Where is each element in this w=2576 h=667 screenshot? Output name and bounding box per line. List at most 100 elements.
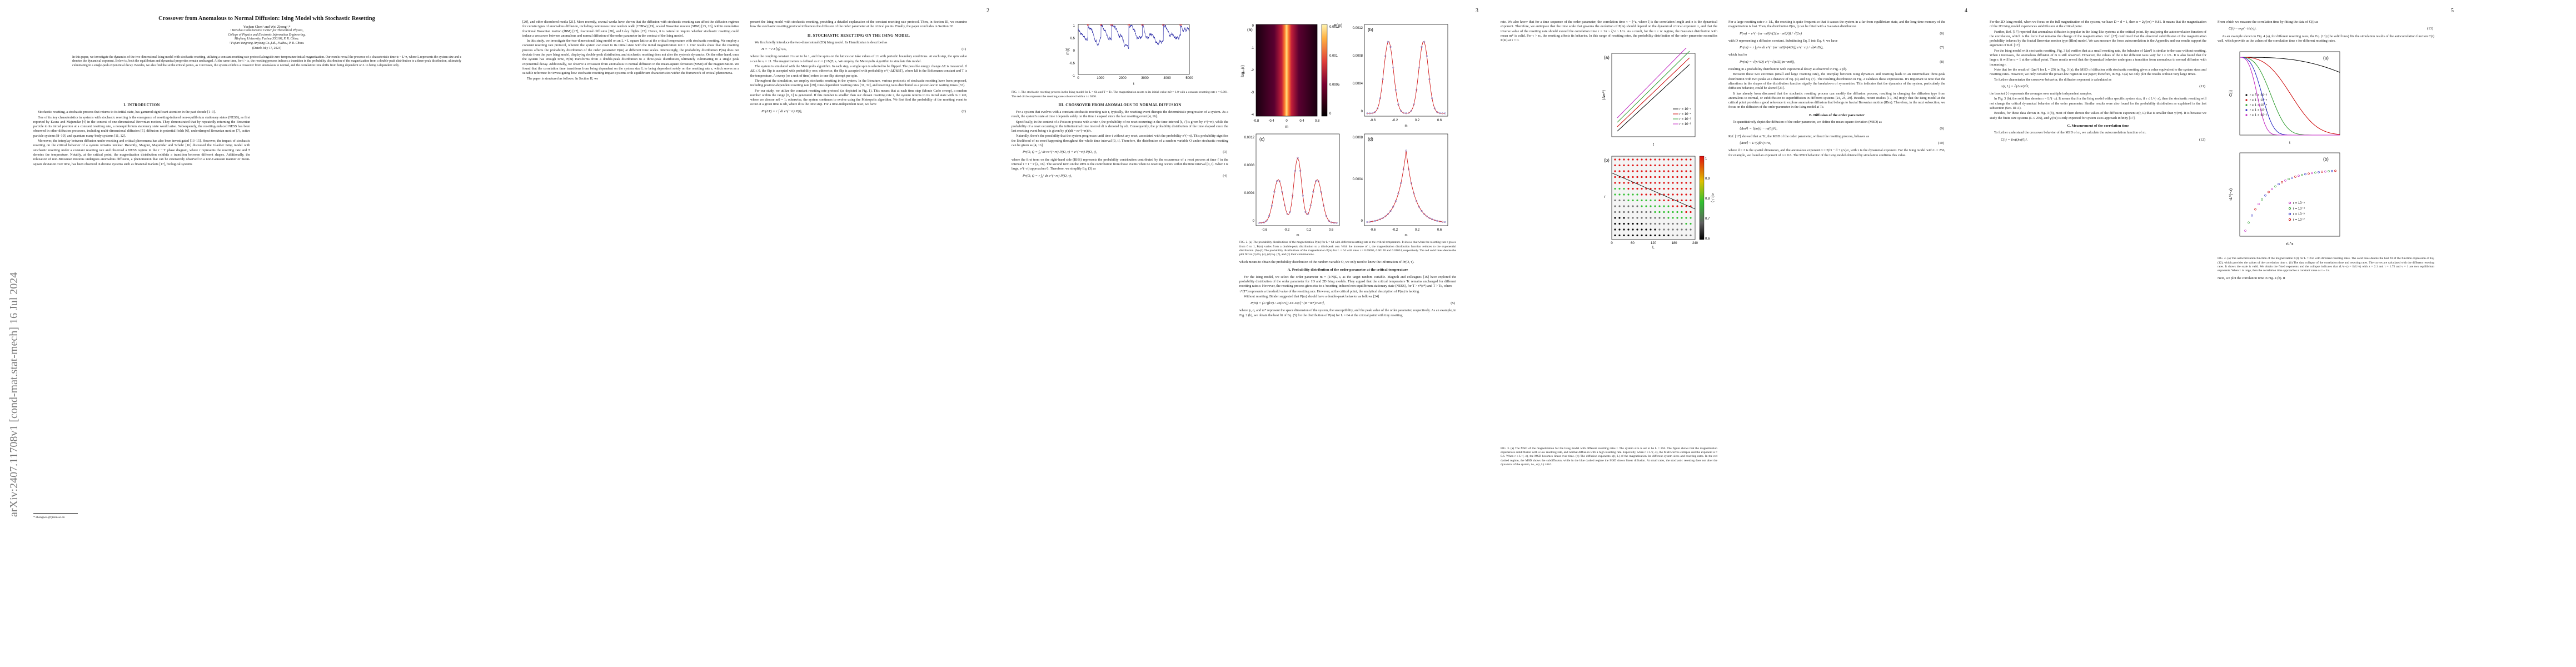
footnote: * zhongwei@fjirsm.ac.cn [33,516,65,519]
alpha-data-point [1685,228,1687,231]
alpha-data-point [1654,170,1656,173]
data-point [1276,180,1278,182]
data-point [1413,103,1415,106]
alpha-data-point [1663,193,1665,196]
equation-body: ⟨Δm²⟩ ~ L^(2β/ν) t^α, [1740,141,1771,145]
alpha-data-point [1667,165,1670,167]
alpha-data-point [1685,170,1687,173]
alpha-data-point [1681,235,1683,237]
paragraph: resulting in a probability distribution … [1728,67,1847,72]
data-point [1320,191,1322,193]
paragraph: For the Ising model, we select the order… [1239,275,1456,288]
paragraph: which means to obtain the probability di… [1239,260,1414,265]
alpha-data-point [1618,200,1621,202]
figure-4a-xlabel: t [2289,141,2290,145]
data-point [1439,220,1441,223]
figure-3a-xlabel: t [1653,143,1654,147]
equation-number: (2) [961,109,966,113]
data-point [1328,220,1330,222]
collapse-data-point [2268,191,2270,193]
figure-4b-legend-label: r = 10⁻⁴ [2293,207,2305,211]
alpha-data-point [1654,165,1656,167]
collapse-data-point [2311,172,2313,175]
equation-number: (4) [1223,173,1227,178]
equation-body: H = −J Σ⟨ij⟩ sᵢsⱼ, [761,47,787,52]
alpha-data-point [1658,217,1661,220]
page-5-left-column: For the 2D Ising model, when we focus on… [1990,20,2206,654]
paragraph: Naturally, there's the possibility that … [1012,134,1228,148]
data-point [1426,55,1428,57]
alpha-data-point [1614,165,1616,167]
page-4: 4 rate. We also know that for a time seq… [1489,0,1979,667]
alpha-data-point [1650,217,1652,220]
alpha-data-point [1672,205,1674,208]
equation-6: P(m) = e^(−(m−m0)²/(2(m−m0)²)) / √(2π) (6… [1740,32,1944,36]
alpha-data-point [1618,217,1621,220]
data-point [1294,170,1296,172]
alpha-data-point [1672,158,1674,161]
alpha-data-point [1654,182,1656,185]
equation-number: (9) [1940,127,1944,131]
alpha-data-point [1618,235,1621,237]
alpha-data-point [1658,182,1661,185]
figure-4a-label: (a) [2323,56,2329,61]
alpha-data-point [1641,165,1643,167]
figure-2d-label: (d) [1368,137,1373,142]
reset-marker [1162,24,1165,26]
collapse-data-point [2281,181,2283,183]
figure-4a-legend-label: r = 1 × 10⁻³ [2250,109,2267,112]
data-point [1268,215,1270,217]
alpha-data-point [1690,200,1692,202]
alpha-data-point [1681,176,1683,178]
collapse-data-point [2258,203,2260,206]
alpha-data-point [1650,228,1652,231]
alpha-data-point [1658,193,1661,196]
figure-2a-y-tick: -3 [1251,91,1254,94]
alpha-data-point [1636,200,1638,202]
equation-11: α(r, L) = ∂(Δm²)/∂t, (11) [2001,84,2205,89]
data-point [1389,46,1392,48]
figure-4a-legend-label: r = 1 × 10⁻⁴ [2250,103,2268,107]
paragraph: Without resetting, Binder suggested that… [1244,294,1379,298]
f2d-xlabel: m [1405,234,1408,237]
data-point [1431,97,1433,99]
alpha-data-point [1645,176,1647,178]
alpha-data-point [1645,170,1647,173]
alpha-data-point [1632,176,1634,178]
alpha-data-point [1685,158,1687,161]
figure-2a-x-tick: -0.4 [1268,120,1274,123]
paragraph: Throughout the simulation, we employ sto… [750,78,967,88]
alpha-data-point [1667,188,1670,190]
data-point [1436,111,1438,113]
equation-number: (5) [1451,301,1455,306]
alpha-data-point [1685,205,1687,208]
data-point [1263,221,1265,223]
alpha-data-point [1667,228,1670,231]
alpha-data-point [1681,223,1683,225]
affiliation-2: College of Physics and Electronic Inform… [228,33,306,37]
alpha-data-point [1681,182,1683,185]
alpha-data-point [1623,182,1625,185]
alpha-data-point [1672,228,1674,231]
section-heading-crossover: III. CROSSOVER FROM ANOMALOUS TO NORMAL … [1058,102,1182,107]
collapse-data-point [2278,183,2280,186]
alpha-data-point [1632,235,1634,237]
alpha-data-point [1650,205,1652,208]
alpha-data-point [1614,200,1616,202]
alpha-data-point [1618,170,1621,173]
alpha-data-point [1690,235,1692,237]
subsection-heading-correlation: C. Measurement of the correlation time [2067,123,2129,128]
alpha-data-point [1681,228,1683,231]
alpha-data-point [1658,235,1661,237]
alpha-data-point [1663,217,1665,220]
alpha-data-point [1658,158,1661,161]
alpha-data-point [1623,217,1625,220]
data-point [1260,222,1263,224]
section-heading-introduction: I. INTRODUCTION [123,103,160,107]
alpha-data-point [1645,165,1647,167]
alpha-data-point [1632,170,1634,173]
alpha-data-point [1627,235,1630,237]
alpha-data-point [1636,228,1638,231]
alpha-data-point [1654,211,1656,213]
alpha-data-point [1623,188,1625,190]
